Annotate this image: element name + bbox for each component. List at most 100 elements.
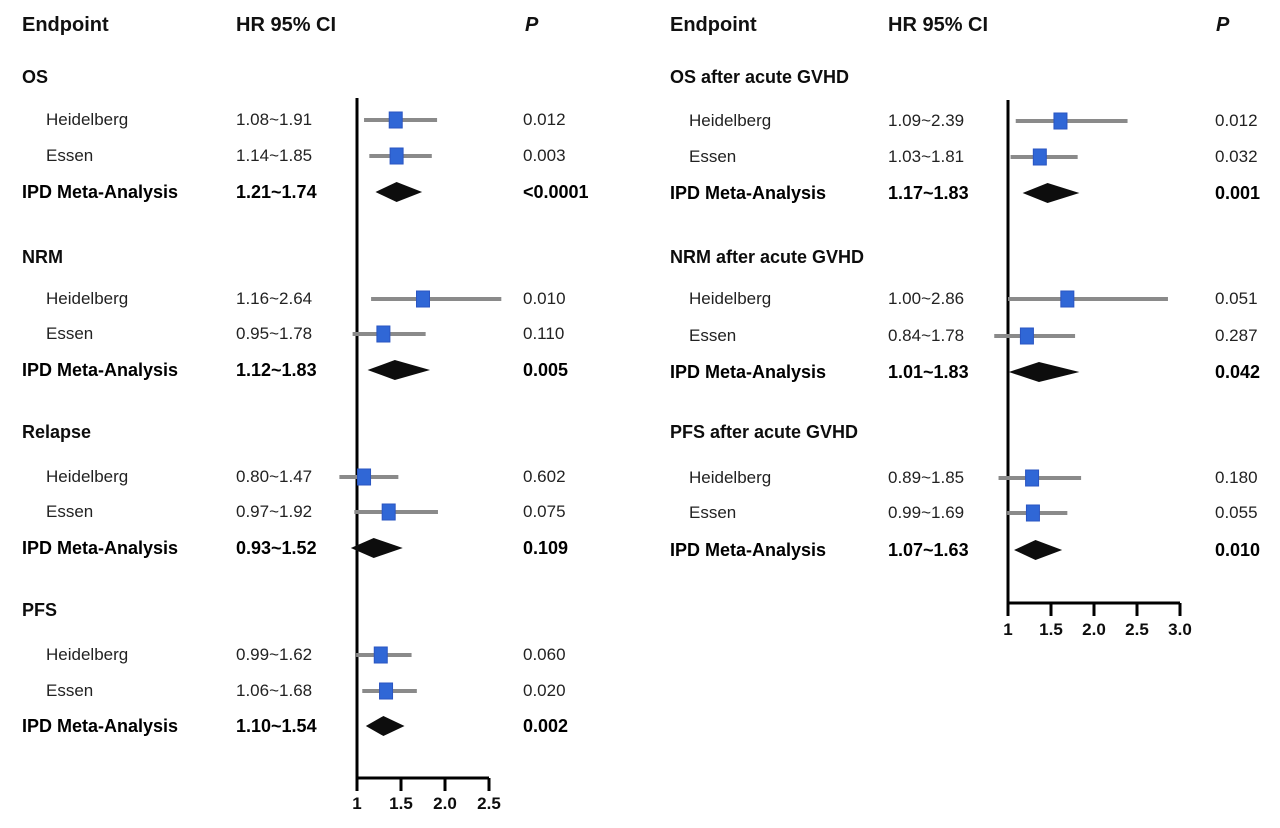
right-study-label: Heidelberg: [689, 468, 772, 487]
left-summary-p-value: 0.005: [523, 360, 569, 380]
left-summary-label: IPD Meta-Analysis: [22, 716, 179, 736]
left-study-label: Heidelberg: [46, 110, 129, 129]
left-study-ci-value: 0.99~1.62: [236, 645, 313, 664]
left-section-title: Relapse: [22, 422, 92, 442]
right-summary-label: IPD Meta-Analysis: [670, 362, 827, 382]
right-study-p-value: 0.287: [1215, 326, 1258, 345]
left-point-estimate-marker: [357, 468, 372, 486]
right-point-estimate-marker: [1060, 290, 1075, 308]
left-point-estimate-marker: [416, 290, 430, 308]
left-study-label: Essen: [46, 324, 94, 343]
left-study-p-value: 0.075: [523, 502, 566, 521]
left-study-p-value: 0.020: [523, 681, 566, 700]
right-point-estimate-marker: [1032, 148, 1047, 166]
right-study-label: Heidelberg: [689, 289, 772, 308]
left-study-ci-value: 0.80~1.47: [236, 467, 313, 486]
right-study-ci-value: 1.00~2.86: [888, 289, 965, 308]
left-section-title: NRM: [22, 247, 63, 267]
right-study-p-value: 0.032: [1215, 147, 1258, 166]
left-study-p-value: 0.110: [523, 324, 565, 343]
right-study-ci-value: 1.03~1.81: [888, 147, 965, 166]
right-section-title: NRM after acute GVHD: [670, 247, 865, 267]
left-axis-tick-label: 2.5: [477, 794, 501, 813]
right-study-label: Essen: [689, 147, 737, 166]
left-summary-label: IPD Meta-Analysis: [22, 182, 179, 202]
right-study-ci-value: 1.09~2.39: [888, 111, 965, 130]
left-study-ci-value: 1.08~1.91: [236, 110, 313, 129]
right-summary-p-value: 0.001: [1215, 183, 1261, 203]
right-section-title: PFS after acute GVHD: [670, 422, 859, 442]
left-study-ci-value: 1.14~1.85: [236, 146, 313, 165]
right-summary-label: IPD Meta-Analysis: [670, 540, 827, 560]
right-endpoint-column-header: Endpoint: [670, 14, 757, 36]
left-study-label: Essen: [46, 146, 94, 165]
left-study-ci-value: 0.97~1.92: [236, 502, 313, 521]
left-summary-diamond: [367, 360, 431, 380]
left-study-p-value: 0.012: [523, 110, 566, 129]
left-endpoint-column-header: Endpoint: [22, 14, 109, 36]
right-point-estimate-marker: [1053, 112, 1068, 130]
right-axis-tick-label: 1.5: [1039, 620, 1063, 639]
left-study-label: Heidelberg: [46, 467, 129, 486]
left-study-p-value: 0.060: [523, 645, 566, 664]
right-study-ci-value: 0.99~1.69: [888, 503, 965, 522]
left-summary-ci-value: 1.12~1.83: [236, 360, 317, 380]
right-summary-label: IPD Meta-Analysis: [670, 183, 827, 203]
right-axis-tick-label: 3.0: [1168, 620, 1192, 639]
left-summary-ci-value: 0.93~1.52: [236, 538, 317, 558]
left-point-estimate-marker: [379, 682, 394, 700]
left-study-ci-value: 1.16~2.64: [236, 289, 313, 308]
left-axis-tick-label: 1: [352, 794, 362, 813]
right-summary-ci-value: 1.17~1.83: [888, 183, 969, 203]
right-study-p-value: 0.051: [1215, 289, 1258, 308]
right-point-estimate-marker: [1019, 327, 1034, 345]
left-summary-diamond: [375, 182, 423, 202]
left-summary-diamond: [350, 538, 403, 558]
right-p-column-header: P: [1216, 14, 1230, 36]
right-point-estimate-marker: [1025, 504, 1040, 522]
left-section-title: OS: [22, 67, 49, 87]
right-summary-ci-value: 1.01~1.83: [888, 362, 969, 382]
right-summary-p-value: 0.010: [1215, 540, 1261, 560]
right-axis-tick-label: 2.0: [1082, 620, 1106, 639]
right-section-title: OS after acute GVHD: [670, 67, 850, 87]
left-axis-tick-label: 1.5: [389, 794, 413, 813]
left-summary-p-value: 0.002: [523, 716, 569, 736]
right-summary-p-value: 0.042: [1215, 362, 1261, 382]
right-study-label: Heidelberg: [689, 111, 772, 130]
right-summary-diamond: [1022, 183, 1080, 203]
right-point-estimate-marker: [1025, 469, 1040, 487]
left-summary-ci-value: 1.10~1.54: [236, 716, 317, 736]
right-study-p-value: 0.180: [1215, 468, 1258, 487]
left-hr-ci-column-header: HR 95% CI: [236, 14, 337, 36]
left-study-label: Essen: [46, 502, 94, 521]
left-summary-label: IPD Meta-Analysis: [22, 538, 179, 558]
left-study-label: Heidelberg: [46, 645, 129, 664]
left-axis-tick-label: 2.0: [433, 794, 457, 813]
left-study-ci-value: 1.06~1.68: [236, 681, 313, 700]
left-point-estimate-marker: [373, 646, 388, 664]
left-study-p-value: 0.010: [523, 289, 566, 308]
left-summary-p-value: 0.109: [523, 538, 569, 558]
left-summary-p-value: <0.0001: [523, 182, 589, 202]
right-study-label: Essen: [689, 503, 737, 522]
left-summary-diamond: [365, 716, 405, 736]
left-p-column-header: P: [525, 14, 539, 36]
left-summary-label: IPD Meta-Analysis: [22, 360, 179, 380]
left-point-estimate-marker: [389, 147, 404, 165]
right-study-ci-value: 0.84~1.78: [888, 326, 965, 345]
left-study-label: Essen: [46, 681, 94, 700]
right-study-p-value: 0.055: [1215, 503, 1258, 522]
right-axis-tick-label: 2.5: [1125, 620, 1149, 639]
left-summary-ci-value: 1.21~1.74: [236, 182, 317, 202]
left-study-p-value: 0.602: [523, 467, 566, 486]
right-summary-ci-value: 1.07~1.63: [888, 540, 969, 560]
left-point-estimate-marker: [381, 503, 396, 521]
right-study-label: Essen: [689, 326, 737, 345]
left-section-title: PFS: [22, 600, 58, 620]
right-axis-tick-label: 1: [1003, 620, 1013, 639]
right-hr-ci-column-header: HR 95% CI: [888, 14, 989, 36]
left-study-ci-value: 0.95~1.78: [236, 324, 313, 343]
